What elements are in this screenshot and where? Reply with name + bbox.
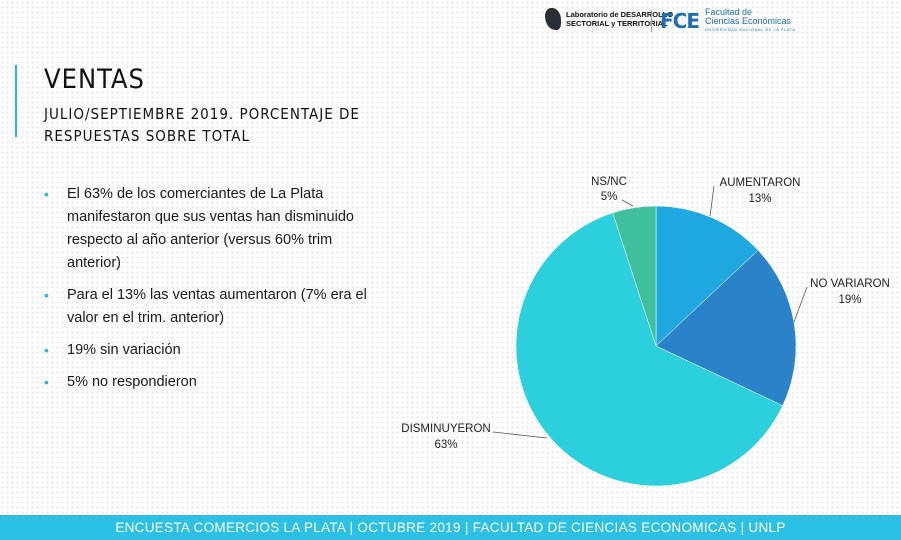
slice-value-label: 63% <box>434 439 457 451</box>
fce-line2: Ciencias Económicas <box>705 16 792 26</box>
pie-slice-no-variaron <box>655 249 797 406</box>
lab-logo-text: Laboratorio de DESARROLLO SECTORIAL y TE… <box>566 10 673 28</box>
slice-label: NS/NC <box>591 176 627 188</box>
slice-value-label: 5% <box>601 191 618 203</box>
fce-logo-text: Facultad de Ciencias Económicas <box>705 8 791 26</box>
bullet-icon: • <box>44 287 49 303</box>
lab-logo: Laboratorio de DESARROLLO SECTORIAL y TE… <box>545 8 673 30</box>
bullet-item: • 5% no respondieron <box>44 371 384 394</box>
slice-label: DISMINUYERON <box>401 423 490 435</box>
pie-slice-disminuyeron <box>515 212 784 487</box>
bullet-list: • El 63% de los comerciantes de La Plata … <box>44 183 384 403</box>
leader-line <box>621 199 634 207</box>
slice-value-label: 19% <box>838 294 861 306</box>
slice-value-label: 13% <box>748 193 771 205</box>
pie-slice-ns-nc <box>612 205 657 347</box>
bullet-item: • Para el 13% las ventas aumentaron (7% e… <box>44 284 384 330</box>
slice-label: NO VARIARON <box>810 278 890 290</box>
bullet-text: El 63% de los comerciantes de La Plata m… <box>67 186 354 271</box>
bullet-icon: • <box>44 374 49 390</box>
slice-label: AUMENTARON <box>720 177 801 189</box>
bullet-text: 5% no respondieron <box>67 374 197 390</box>
bullet-item: • El 63% de los comerciantes de La Plata … <box>44 183 384 275</box>
slide-title: VENTAS <box>44 64 145 95</box>
bullet-text: Para el 13% las ventas aumentaron (7% er… <box>67 287 367 326</box>
lab-line2: SECTORIAL y TERRITORIAL <box>566 19 668 28</box>
fce-logo-mark: FCE <box>660 9 700 33</box>
bullet-icon: • <box>44 186 49 202</box>
leader-line <box>492 431 548 439</box>
leader-line <box>709 185 715 217</box>
fce-university: UNIVERSIDAD NACIONAL DE LA PLATA <box>705 27 796 32</box>
argentina-map-icon <box>545 8 561 30</box>
bullet-text: 19% sin variación <box>67 342 181 358</box>
bullet-item: • 19% sin variación <box>44 339 384 362</box>
fce-line1: Facultad de <box>705 7 753 17</box>
bullet-icon: • <box>44 342 49 358</box>
header-logos: Laboratorio de DESARROLLO SECTORIAL y TE… <box>545 6 845 36</box>
lab-line1: Laboratorio de DESARROLLO <box>566 10 674 19</box>
title-accent-bar <box>15 65 17 137</box>
logo-divider <box>651 10 652 32</box>
pie-chart: AUMENTARON 13% NO VARIARON 19% DISMINUYERON 6… <box>401 176 890 487</box>
leader-line <box>793 286 808 323</box>
slide-subtitle: JULIO/SEPTIEMBRE 2019. PORCENTAJE DE RES… <box>44 105 360 145</box>
footer-bar: ENCUESTA COMERCIOS LA PLATA | OCTUBRE 20… <box>0 515 901 540</box>
pie-slice-aumentaron <box>655 205 759 347</box>
